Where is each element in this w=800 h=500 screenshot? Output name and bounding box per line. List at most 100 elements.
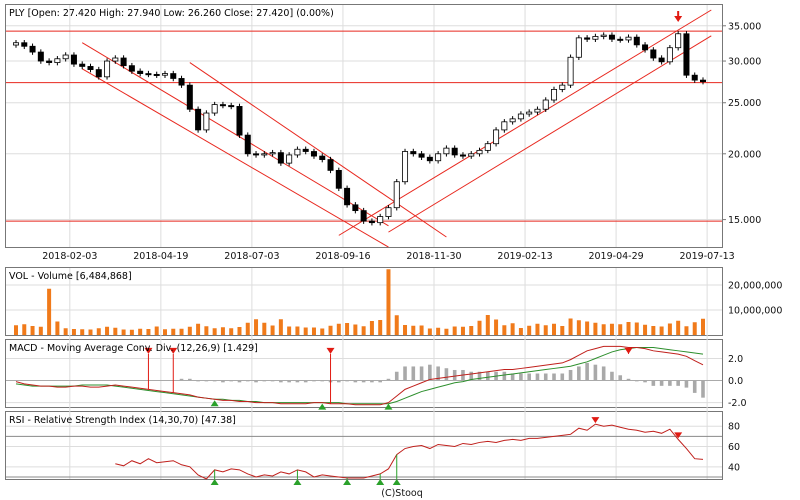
candle-body [443, 147, 450, 155]
rsi-plot [115, 423, 704, 480]
candle-body [286, 154, 293, 164]
rsi-tick-label: 60 [728, 442, 740, 453]
date-tick-label: 2018-09-16 [315, 251, 370, 262]
macd-histogram-bar [394, 371, 399, 381]
volume-bar [262, 322, 267, 335]
candle-body [625, 36, 632, 41]
macd-histogram-bar [601, 366, 606, 381]
macd-panel-title: MACD - Moving Average Conv. Div. (12,26,… [9, 343, 258, 354]
volume-bar [80, 329, 85, 335]
macd-histogram-bar [312, 380, 316, 382]
volume-bar [552, 323, 557, 335]
macd-histogram-bar [535, 373, 540, 381]
candle-body [327, 159, 334, 171]
macd-histogram-bar [684, 380, 689, 388]
candle-body [21, 42, 28, 47]
candle-body [700, 79, 707, 83]
rsi-tick-label: 80 [728, 422, 740, 433]
rsi-sell-marker [591, 417, 600, 424]
macd-histogram-bar [428, 364, 432, 381]
candle-body [650, 49, 657, 59]
grid [6, 5, 722, 479]
rsi-line [115, 423, 704, 480]
down-channel-lower [81, 68, 389, 248]
candle-body [335, 169, 342, 189]
candle-body [501, 121, 508, 131]
macd-plot [15, 345, 705, 406]
axis-tick-labels: 35.000 30.000 25.000 20.000 15.000 2018-02-03… [42, 21, 782, 473]
volume-bar [47, 288, 52, 335]
volume-bar [245, 322, 250, 335]
macd-histogram-bar [568, 369, 573, 381]
date-tick-label: 2018-02-03 [42, 251, 97, 262]
macd-histogram-bar [188, 378, 192, 381]
macd-histogram-bar [204, 380, 209, 382]
volume-bar [63, 328, 68, 335]
candle-body [352, 204, 359, 212]
candle-body [600, 34, 607, 37]
candle-body [269, 152, 276, 155]
macd-signal-line [15, 347, 704, 405]
candle-body [302, 148, 309, 152]
macd-histogram-bar [543, 373, 548, 381]
candle-body [70, 54, 77, 65]
macd-sell-marker [624, 347, 633, 354]
candle-body [410, 151, 417, 155]
macd-histogram-bar [229, 380, 234, 382]
macd-histogram-bar [353, 380, 358, 383]
macd-histogram-bar [403, 366, 407, 381]
macd-histogram-bar [651, 380, 656, 386]
volume-bar [585, 321, 590, 335]
volume-bar [38, 326, 43, 335]
macd-histogram-bar [634, 380, 639, 382]
macd-histogram-bar [303, 380, 308, 383]
candle-body [675, 33, 682, 49]
volume-bar [634, 322, 639, 335]
signal-markers [144, 11, 683, 485]
volume-bar [436, 327, 441, 335]
volume-bar [626, 322, 631, 335]
macd-histogram-bar [254, 380, 258, 383]
up-channel-lower [388, 35, 712, 233]
macd-histogram-bar [237, 380, 242, 383]
date-tick-label: 2018-07-03 [224, 251, 279, 262]
candle-body [526, 111, 533, 115]
volume-bar [113, 327, 118, 335]
candle-body [46, 60, 53, 63]
volume-bar [369, 321, 374, 335]
volume-bar [96, 328, 101, 335]
volume-bar [311, 327, 316, 335]
volume-bar [618, 324, 623, 335]
footer-credit: (C)Stooq [381, 488, 422, 499]
macd-histogram-bar [287, 380, 291, 383]
candle-body [435, 153, 442, 162]
macd-sell-marker [169, 347, 178, 354]
date-tick-label: 2019-02-13 [497, 251, 552, 262]
macd-histogram-bar [370, 380, 374, 383]
volume-bar [336, 323, 341, 335]
volume-bar [593, 322, 598, 335]
volume-bar [287, 326, 292, 335]
volume-bar [494, 319, 499, 335]
macd-histogram-bar [262, 380, 267, 382]
rsi-buy-marker [293, 478, 302, 485]
macd-histogram-bar [270, 380, 275, 382]
volume-bar [270, 325, 275, 335]
macd-histogram-bar [577, 366, 581, 381]
volume-bar [196, 323, 201, 335]
candle-body [551, 89, 558, 101]
macd-histogram-bar [477, 371, 482, 381]
volume-bar [684, 326, 689, 335]
volume-bar [701, 318, 705, 335]
candle-body [509, 118, 516, 123]
macd-histogram-bar [337, 380, 341, 383]
candle-body [253, 153, 260, 156]
volume-tick-label: 10,000,000 [728, 306, 782, 317]
candle-body [310, 151, 317, 157]
down-channel-upper [81, 42, 389, 227]
macd-histogram-bar [618, 375, 623, 381]
candle-body [642, 44, 649, 51]
price-tick-label: 25.000 [728, 98, 761, 109]
macd-histogram-bar [676, 380, 680, 386]
